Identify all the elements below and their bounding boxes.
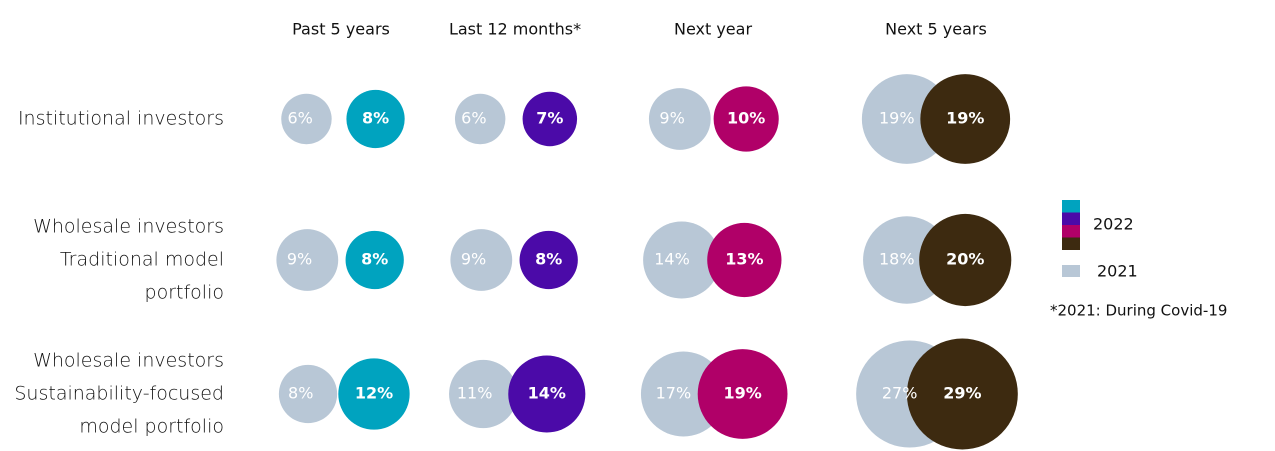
value-label: 29% [943,384,981,403]
column-header: Last 12 months* [449,20,581,39]
row-label: Wholesale investors [33,350,224,372]
value-label: 6% [461,109,486,128]
bubble-2022 [713,86,779,152]
bubble-2022 [919,213,1012,307]
value-label: 11% [457,384,493,403]
bubble-2022 [338,358,410,430]
value-label: 8% [535,250,562,269]
value-label: 13% [725,250,763,269]
row-label: Wholesale investors [33,216,224,238]
value-label: 8% [362,109,389,128]
bubble-2021 [276,229,339,291]
row-label: Sustainability-focused [14,383,224,405]
legend-label: 2022 [1093,215,1134,234]
legend-swatch [1062,225,1080,238]
row-label: model portfolio [79,416,224,438]
legend-swatch [1062,265,1080,277]
bubble-2022 [697,349,788,439]
legend-swatch [1062,200,1080,213]
legend-swatch [1062,212,1080,225]
value-label: 7% [536,109,563,128]
value-label: 18% [879,250,915,269]
value-label: 6% [287,109,312,128]
bubble-2022 [346,89,405,149]
bubble-2021 [450,229,513,291]
row-label: portfolio [145,282,224,304]
legend-label: 2021 [1097,262,1138,281]
bubble-2022 [519,230,578,290]
bubble-2022 [707,222,782,298]
value-label: 14% [654,250,690,269]
value-label: 19% [723,384,761,403]
row-label: Traditional model [60,249,224,271]
bubble-2022 [920,74,1011,164]
value-label: 20% [946,250,984,269]
value-label: 27% [882,384,918,403]
value-label: 9% [287,250,312,269]
bubble-2022 [522,91,578,147]
value-label: 19% [879,109,915,128]
note: *2021: During Covid-19 [1050,302,1227,320]
bubble-2021 [281,93,332,145]
bubble-2021 [278,364,338,424]
legend-swatch [1062,237,1080,250]
bubble-2022 [508,355,586,433]
bubble-2021 [648,88,711,150]
value-label: 10% [727,109,765,128]
bubble-2022 [345,230,404,290]
value-label: 17% [656,384,692,403]
column-header: Next 5 years [885,20,987,39]
row-label: Institutional investors [18,108,224,130]
column-header: Next year [674,20,752,39]
value-label: 8% [288,384,313,403]
value-label: 8% [361,250,388,269]
bubble-2021 [643,221,721,299]
bubble-2021 [449,359,518,429]
value-label: 9% [659,109,684,128]
value-label: 12% [355,384,393,403]
column-header: Past 5 years [292,20,390,39]
bubble-2021 [454,93,506,145]
value-label: 14% [528,384,566,403]
bubble-2022 [906,338,1018,450]
value-label: 19% [946,109,984,128]
value-label: 9% [461,250,486,269]
